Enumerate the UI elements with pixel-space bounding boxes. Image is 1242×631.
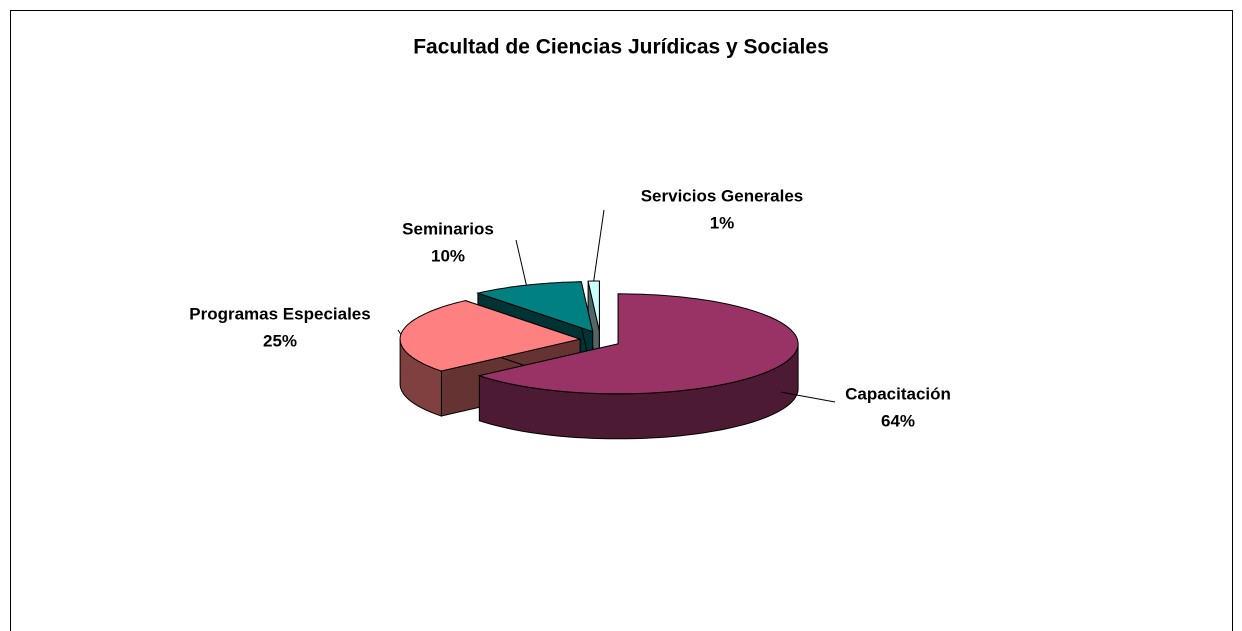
slice-value-label: 25%	[263, 331, 297, 350]
chart-frame	[10, 10, 1233, 631]
slice-value-label: 64%	[881, 411, 915, 430]
slice-value-label: 1%	[710, 213, 735, 232]
pie-slice	[399, 300, 582, 372]
chart-title: Facultad de Ciencias Jurídicas y Sociale…	[413, 36, 829, 59]
slice-label: Programas Especiales	[189, 304, 370, 323]
leader-line	[593, 209, 605, 282]
leader-line	[780, 391, 836, 403]
leader-line	[397, 329, 402, 335]
slice-value-label: 10%	[431, 246, 465, 265]
leader-line	[515, 239, 527, 286]
slice-label: Servicios Generales	[641, 186, 804, 205]
pie-slice	[477, 293, 799, 395]
slice-label: Seminarios	[402, 219, 494, 238]
slice-label: Capacitación	[845, 384, 951, 403]
